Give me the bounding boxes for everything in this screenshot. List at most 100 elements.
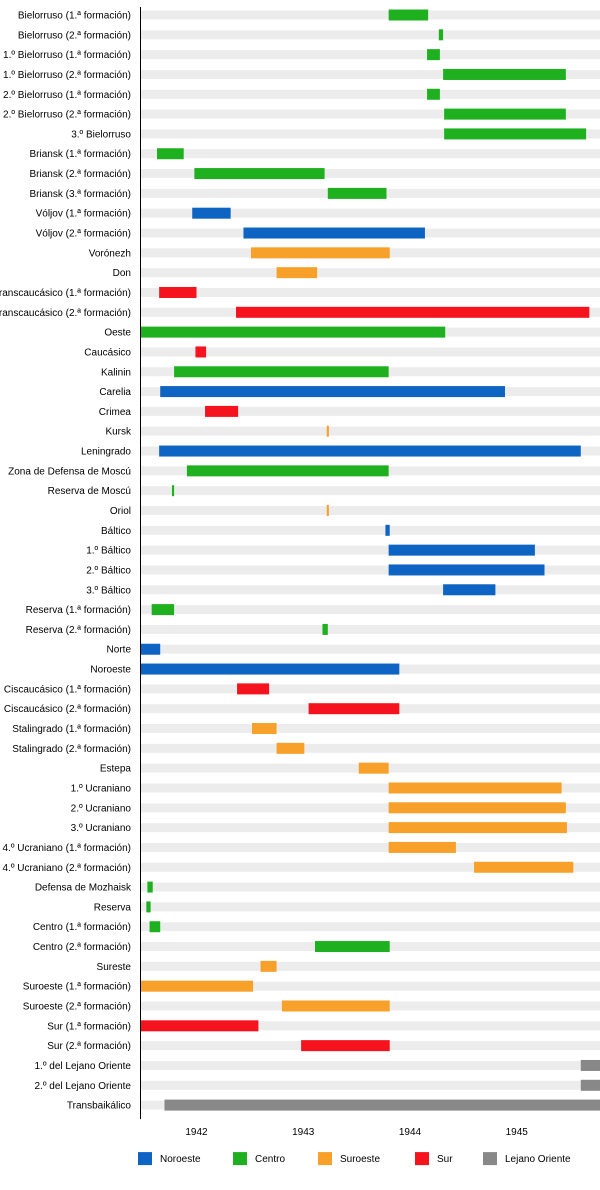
chart-row: Reserva de Moscú (48, 485, 600, 497)
chart-row: 4.º Ucraniano (1.ª formación) (2, 841, 600, 854)
legend-swatch (233, 1152, 247, 1166)
row-label: Kursk (105, 427, 132, 438)
duration-bar (164, 1099, 600, 1111)
chart-row: Vóljov (1.ª formación) (36, 207, 600, 220)
duration-bar (385, 524, 390, 536)
chart-row: Don (113, 267, 600, 279)
row-track (141, 624, 600, 634)
chart-row: Carelia (99, 386, 600, 398)
row-label: Briansk (3.ª formación) (29, 189, 131, 200)
chart-row: Transbaikálico (67, 1099, 600, 1112)
chart-row: Centro (2.ª formación) (33, 941, 600, 953)
row-label: Oriol (110, 506, 131, 517)
duration-bar (326, 425, 329, 437)
row-track (141, 69, 600, 79)
legend: Noroeste Centro Suroeste Sur Lejano Oriente (138, 1152, 571, 1166)
chart-row: Reserva (1.ª formación) (26, 604, 600, 616)
row-track (141, 644, 600, 654)
duration-bar (327, 187, 387, 199)
row-label: 2.º del Lejano Oriente (35, 1081, 132, 1092)
chart-row: Oeste (104, 326, 600, 339)
row-track (141, 605, 600, 615)
row-track (141, 30, 600, 40)
row-label: Centro (1.ª formación) (33, 922, 131, 933)
duration-bar (388, 9, 429, 21)
row-label: 2.º Bielorruso (1.ª formación) (3, 90, 131, 101)
row-label: Vóljov (2.ª formación) (36, 229, 131, 240)
row-label: Defensa de Mozhaisk (35, 883, 132, 894)
duration-bar (237, 683, 270, 695)
row-label: Don (113, 268, 131, 279)
row-label: Stalingrado (2.ª formación) (12, 744, 131, 755)
row-track (141, 862, 600, 872)
legend-swatch (138, 1152, 152, 1166)
duration-bar (438, 29, 444, 41)
chart-row: Centro (1.ª formación) (33, 921, 600, 933)
row-label: Briansk (2.ª formación) (29, 169, 131, 180)
chart-row: Estepa (100, 762, 600, 775)
row-label: Stalingrado (1.ª formación) (12, 724, 131, 735)
row-track (141, 406, 600, 416)
duration-bar (444, 128, 587, 140)
chart-row: Ciscaucásico (2.ª formación) (4, 703, 600, 715)
duration-bar (314, 941, 390, 953)
chart-row: Briansk (1.ª formación) (29, 148, 600, 160)
duration-bar (276, 267, 318, 279)
row-track (141, 585, 600, 595)
duration-bar (195, 346, 207, 358)
chart-row: Reserva (94, 901, 600, 913)
duration-bar (171, 485, 175, 497)
row-label: Noroeste (90, 665, 131, 676)
chart-row: 1.º Báltico (86, 544, 600, 557)
row-track (141, 426, 600, 436)
row-track (141, 961, 600, 971)
row-label: Vorónezh (89, 248, 131, 259)
row-track (141, 743, 600, 753)
x-tick-label: 1942 (185, 1127, 208, 1138)
row-label: Báltico (101, 526, 131, 537)
x-tick-label: 1945 (506, 1127, 529, 1138)
duration-bar (192, 207, 231, 219)
chart-row: Vóljov (2.ª formación) (36, 227, 600, 240)
row-track (141, 882, 600, 892)
row-label: Oeste (104, 328, 131, 339)
row-label: Centro (2.ª formación) (33, 942, 131, 953)
row-track (141, 902, 600, 912)
duration-bar (388, 544, 535, 556)
row-label: 4.º Ucraniano (2.ª formación) (2, 863, 131, 874)
row-track (141, 1060, 600, 1070)
chart-row: Vorónezh (89, 247, 600, 259)
chart-row: Sur (2.ª formación) (47, 1040, 600, 1052)
chart-row: Sureste (97, 960, 600, 973)
duration-bar (159, 445, 581, 457)
legend-swatch (483, 1152, 497, 1166)
duration-bar (580, 1059, 600, 1071)
row-track (141, 486, 600, 496)
duration-bar (174, 366, 389, 378)
legend-label: Centro (255, 1154, 285, 1165)
chart-row: Bielorruso (2.ª formación) (18, 29, 600, 41)
row-label: 1.º Báltico (86, 546, 131, 557)
row-label: Crimea (99, 407, 132, 418)
row-label: Reserva de Moscú (48, 486, 131, 497)
row-track (141, 10, 600, 20)
chart-row: 4.º Ucraniano (2.ª formación) (2, 861, 600, 874)
chart-row: Sur (1.ª formación) (47, 1020, 600, 1032)
row-label: Carelia (99, 387, 131, 398)
duration-bar (326, 505, 329, 516)
duration-bar (146, 901, 151, 913)
row-label: 3.º Ucraniano (71, 823, 132, 834)
chart-row: 1.º del Lejano Oriente (35, 1059, 600, 1072)
chart-row: Leningrado (81, 445, 600, 458)
chart-row: 2.º Bielorruso (2.ª formación) (3, 108, 600, 121)
row-track (141, 347, 600, 357)
row-track (141, 89, 600, 99)
duration-bar (444, 108, 566, 120)
row-label: Bielorruso (1.ª formación) (18, 11, 131, 22)
chart-row: Briansk (3.ª formación) (29, 187, 600, 200)
chart-row: 1.º Bielorruso (1.ª formación) (3, 49, 600, 61)
row-label: Norte (107, 645, 132, 656)
row-label: Caucásico (84, 347, 131, 358)
row-label: Sureste (97, 962, 132, 973)
